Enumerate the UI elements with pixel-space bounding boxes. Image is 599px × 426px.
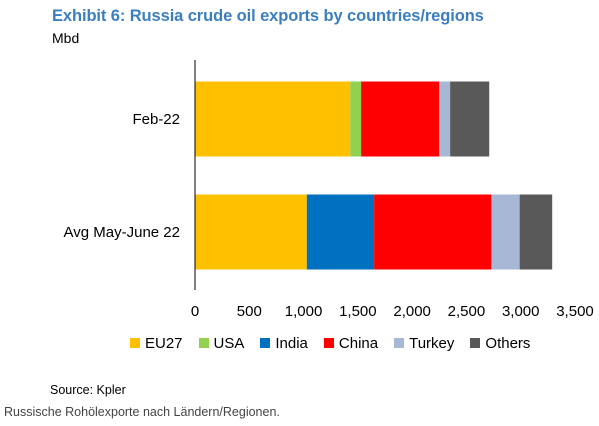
legend-item-eu27: EU27 [130,335,183,352]
x-tick-label: 1,500 [339,303,377,320]
x-tick-label: 2,500 [448,303,486,320]
source-note: Source: Kpler [50,383,126,397]
legend-label: Turkey [409,334,455,352]
x-tick-label: 3,500 [556,303,594,320]
bar-segment-china-1 [374,194,492,270]
x-tick-label: 1,000 [285,303,323,320]
legend-label: USA [213,334,245,352]
x-tick-label: 2,000 [393,303,431,320]
bar-segment-eu27-1 [195,194,307,270]
legend-item-india: India [260,335,308,352]
legend-swatch [260,338,271,348]
legend-item-china: China [323,334,379,352]
legend-label: India [275,334,308,352]
image-caption: Russische Rohölexporte nach Ländern/Regi… [4,405,280,419]
chart-legend: EU27 USA India China Turkey Others [130,333,546,353]
bar-segment-india-1 [306,194,375,270]
stacked-bar-chart: Feb-22 Avg May-June 22 0 500 1,000 1,500 2,000… [64,60,594,320]
category-label: Feb-22 [132,111,180,128]
legend-item-usa: USA [198,334,245,352]
legend-swatch [323,338,334,348]
chart-title: Exhibit 6: Russia crude oil exports by c… [52,7,484,25]
bar-segment-usa-0 [350,81,362,157]
legend-swatch [470,338,481,348]
x-tick-label: 500 [237,303,262,320]
category-label: Avg May-June 22 [64,224,180,241]
legend-item-others: Others [470,335,530,352]
bar-segment-others-1 [519,194,553,270]
x-tick-label: 0 [191,303,199,320]
legend-label: EU27 [145,334,183,352]
unit-label: Mbd [52,30,80,46]
bar-segment-eu27-0 [195,81,351,157]
bar-segment-turkey-1 [491,194,520,270]
legend-label: Others [485,334,531,352]
legend-label: China [338,334,379,352]
legend-item-turkey: Turkey [394,335,454,352]
legend-swatch [394,338,405,348]
bar-segment-china-0 [361,81,440,157]
bar-segment-turkey-0 [439,81,451,157]
bar-segment-others-0 [450,81,490,157]
x-tick-label: 3,000 [502,303,540,320]
legend-swatch [198,338,209,348]
legend-swatch [130,338,140,348]
